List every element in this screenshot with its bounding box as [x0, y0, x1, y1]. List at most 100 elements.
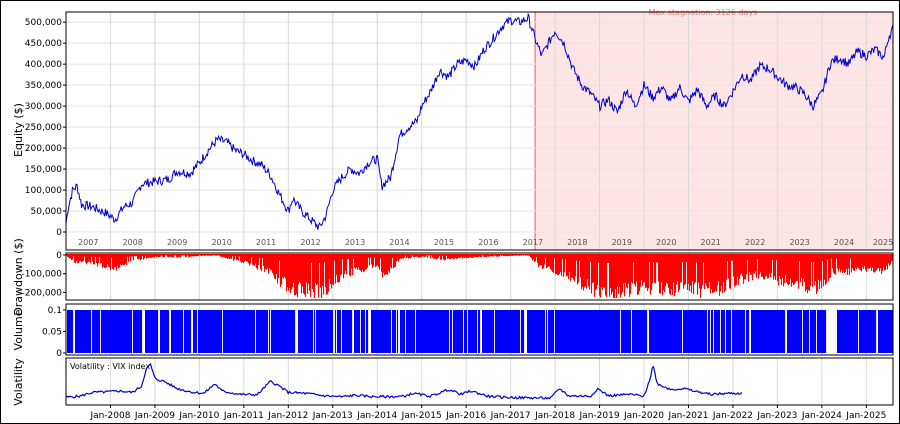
volume-bar [744, 310, 746, 353]
volume-bar [445, 310, 447, 353]
drawdown-bar [188, 254, 190, 257]
drawdown-bar [542, 254, 544, 270]
volume-bar [748, 310, 750, 353]
drawdown-bar [624, 254, 626, 297]
drawdown-bar [103, 254, 105, 267]
equity-y-tick: 150,000 [25, 165, 62, 175]
drawdown-bar [230, 254, 232, 259]
volume-bar [540, 310, 542, 353]
drawdown-bar [846, 254, 848, 269]
x-tick-label: Jan-2021 [667, 411, 708, 421]
drawdown-bar [288, 254, 290, 291]
drawdown-bar [651, 254, 653, 291]
drawdown-bar [150, 254, 152, 258]
volume-bar [444, 310, 446, 353]
drawdown-bar [79, 254, 81, 262]
drawdown-bar [231, 254, 233, 260]
volume-bar [796, 310, 798, 353]
volume-bar [431, 310, 433, 353]
volume-bar [774, 310, 776, 353]
volume-bar [669, 310, 671, 353]
drawdown-bar [149, 254, 151, 258]
drawdown-bar [132, 254, 134, 257]
drawdown-bar [554, 254, 556, 259]
volume-bar [574, 310, 576, 353]
drawdown-bar [693, 254, 695, 295]
drawdown-bar [117, 254, 119, 267]
volume-bar [521, 310, 523, 353]
drawdown-bar [386, 254, 388, 275]
drawdown-bar [721, 254, 723, 286]
drawdown-bar [717, 254, 719, 286]
drawdown-bar [754, 254, 756, 274]
drawdown-bar [232, 254, 234, 256]
drawdown-bar [92, 254, 94, 262]
volume-bar [714, 310, 716, 353]
drawdown-bar [751, 254, 753, 275]
drawdown-bar [177, 254, 179, 258]
drawdown-bar [267, 254, 269, 269]
volume-bar [626, 310, 628, 353]
volume-bar [237, 310, 239, 353]
volume-bar [582, 310, 584, 353]
drawdown-bar [730, 254, 732, 289]
drawdown-bar [612, 254, 614, 293]
drawdown-bar [382, 254, 384, 278]
drawdown-bar [658, 254, 660, 282]
drawdown-bar [142, 254, 144, 256]
drawdown-bar [808, 254, 810, 291]
drawdown-bar [308, 254, 310, 284]
volume-bar [244, 310, 246, 353]
drawdown-bar [409, 254, 411, 259]
drawdown-bar [194, 254, 196, 257]
volume-bar [151, 310, 153, 353]
drawdown-bar [265, 254, 267, 269]
drawdown-bar [633, 254, 635, 263]
drawdown-bar [675, 254, 677, 293]
drawdown-bar [125, 254, 127, 264]
volume-bar [242, 310, 244, 353]
volume-bar [85, 310, 87, 353]
drawdown-bar [88, 254, 90, 262]
volume-bar [658, 310, 660, 353]
year-label: 2021 [701, 238, 721, 247]
volume-bar [602, 310, 604, 353]
volume-bar [171, 310, 173, 353]
drawdown-bar [590, 254, 592, 263]
volume-bar [307, 310, 309, 353]
volume-bar [742, 310, 744, 353]
volume-bar [80, 310, 82, 353]
drawdown-bar [280, 254, 282, 287]
volume-bar [359, 310, 361, 353]
drawdown-bar [137, 254, 139, 260]
volume-bar [266, 310, 268, 353]
volume-bar [356, 310, 358, 353]
drawdown-bar [475, 254, 477, 257]
volume-bar [293, 310, 295, 353]
volume-bar [121, 310, 123, 353]
volume-bar [640, 310, 642, 353]
drawdown-bar [515, 254, 517, 256]
drawdown-bar [690, 254, 692, 286]
volume-bar [634, 310, 636, 353]
volume-bar [338, 310, 340, 353]
equity-y-tick: 300,000 [25, 102, 62, 112]
drawdown-bar [154, 254, 156, 258]
drawdown-bar [365, 254, 367, 270]
volume-bar [409, 310, 411, 353]
volume-bar [125, 310, 127, 353]
volume-bar [187, 310, 189, 353]
drawdown-bar [158, 254, 160, 258]
volume-bar [459, 310, 461, 353]
volume-bar [739, 310, 741, 353]
drawdown-bar [155, 254, 157, 257]
drawdown-bar [680, 254, 682, 283]
volume-bar [680, 310, 682, 353]
volume-bar [651, 310, 653, 353]
volume-bar [817, 310, 819, 353]
drawdown-bar [699, 254, 701, 289]
drawdown-bar [527, 254, 529, 256]
volume-bar [719, 310, 721, 353]
drawdown-bar [689, 254, 691, 292]
drawdown-bar [367, 254, 369, 268]
